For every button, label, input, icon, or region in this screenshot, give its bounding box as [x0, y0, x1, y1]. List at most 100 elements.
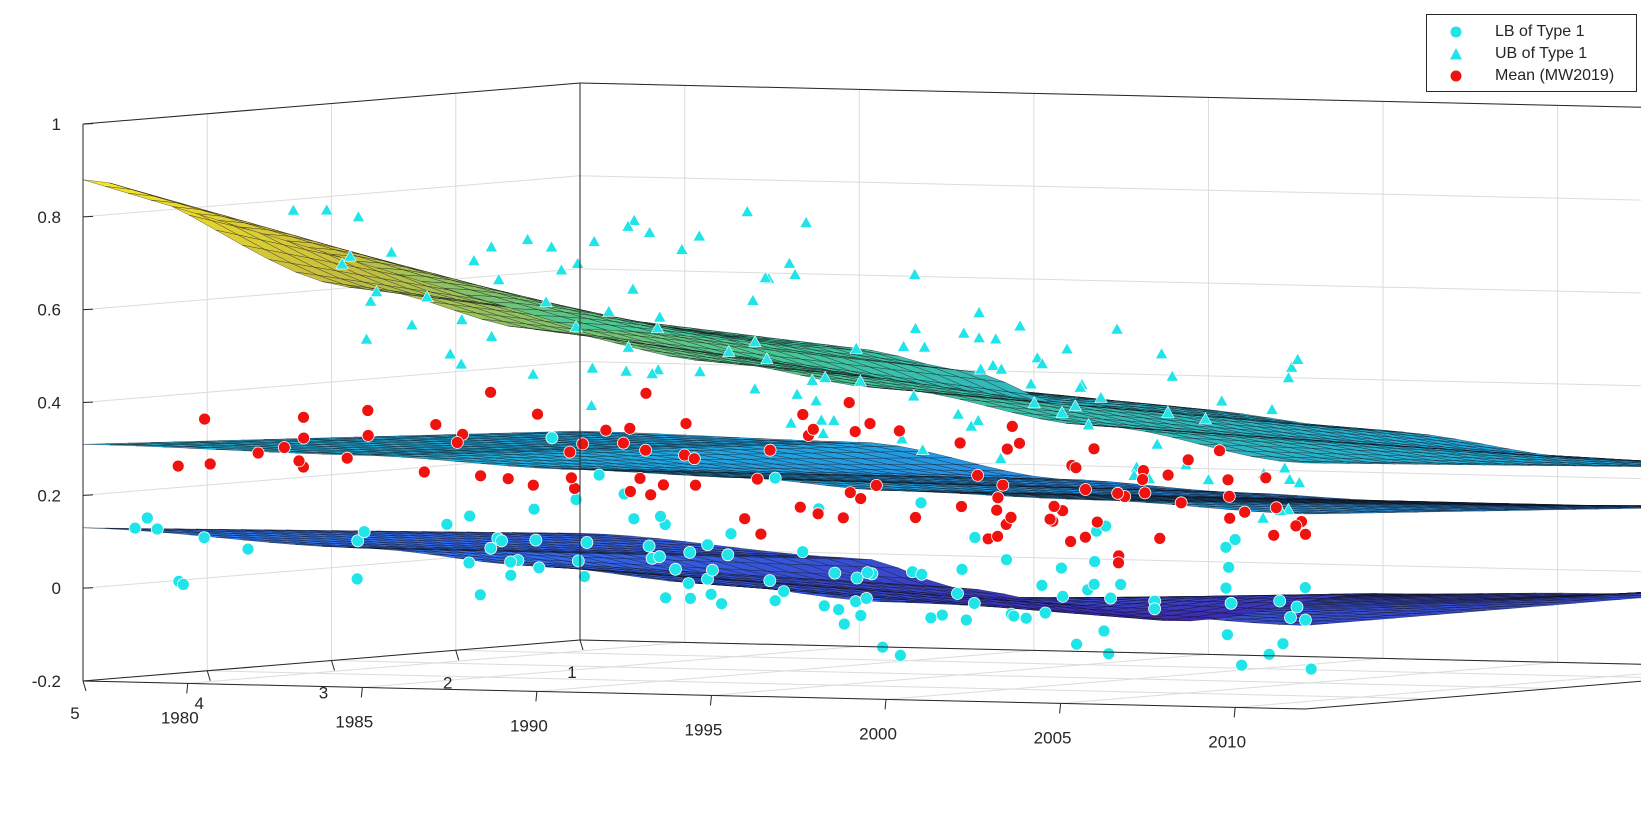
scatter-markers	[128, 203, 1318, 676]
ub-marker	[405, 318, 419, 331]
lb-marker	[504, 555, 518, 569]
ub-marker	[1013, 319, 1027, 332]
ub-marker	[569, 320, 583, 333]
mean-marker	[203, 457, 217, 471]
ub-marker	[653, 310, 667, 323]
ub-marker	[539, 295, 553, 308]
mean-marker	[991, 491, 1005, 505]
ub-marker	[454, 357, 468, 370]
lb-marker	[532, 561, 546, 575]
y-tick-label: 2	[443, 673, 452, 692]
x-tick	[360, 687, 363, 698]
lb-marker	[504, 568, 518, 582]
lb-marker	[967, 597, 981, 610]
mean-marker	[484, 385, 498, 399]
lb-marker	[1055, 561, 1068, 575]
lb-marker	[654, 510, 667, 523]
lb-marker	[706, 563, 719, 577]
lb-marker	[1087, 577, 1101, 591]
mean-marker	[1222, 489, 1236, 503]
lb-marker	[1070, 637, 1083, 651]
lb-marker	[241, 542, 255, 556]
lb-marker	[1097, 624, 1111, 638]
ub-marker	[1284, 360, 1299, 373]
x-tick	[186, 683, 189, 694]
lb-marker	[951, 587, 964, 600]
lb-marker	[1104, 591, 1117, 605]
ub-marker	[994, 362, 1009, 375]
ub-marker	[1165, 369, 1179, 382]
ub-marker	[1277, 461, 1292, 474]
mean-marker	[277, 441, 291, 454]
lb-marker	[935, 608, 949, 622]
grid-line-y-floor	[207, 670, 1430, 700]
x-tick-label: 1980	[161, 708, 199, 727]
axes-frame	[82, 82, 1641, 718]
mean-marker	[996, 478, 1010, 492]
mean-marker	[843, 486, 857, 500]
lb-marker	[669, 562, 682, 576]
lb-marker	[701, 538, 714, 552]
ub-marker	[816, 426, 830, 439]
mean-marker	[955, 500, 968, 513]
axis-line	[1304, 680, 1641, 710]
y-tick	[579, 639, 584, 651]
ub-marker	[951, 407, 965, 420]
mean-marker	[633, 471, 647, 485]
mean-marker	[531, 407, 544, 421]
ub-marker	[1292, 475, 1307, 488]
lb-marker	[817, 599, 831, 613]
mean-marker	[893, 424, 906, 438]
mean-marker	[501, 472, 515, 486]
lb-marker	[682, 577, 695, 590]
x-tick-label: 1995	[685, 720, 723, 739]
mean-marker	[763, 443, 777, 457]
lb-marker	[968, 531, 982, 544]
ub-marker	[790, 387, 804, 400]
mean-marker	[971, 468, 984, 482]
mean-marker	[1181, 453, 1195, 467]
mean-marker	[1000, 442, 1014, 456]
lb-marker	[860, 592, 873, 605]
ub-marker	[906, 389, 921, 402]
lb-marker	[627, 512, 641, 526]
mean-marker	[657, 478, 670, 492]
ub-marker	[1154, 347, 1169, 360]
mean-marker	[1136, 473, 1149, 486]
lb-marker	[715, 597, 728, 611]
mean-marker	[639, 386, 653, 400]
grid-line-y-floor	[455, 649, 1641, 678]
lb-marker	[854, 609, 868, 622]
mean-marker	[297, 431, 311, 445]
ub-marker	[492, 272, 506, 285]
surface-cell	[1635, 464, 1641, 465]
lb-marker	[704, 587, 718, 601]
lb-marker	[1219, 581, 1233, 595]
mean-marker	[576, 437, 589, 451]
ub-marker	[1198, 412, 1213, 425]
ub-marker	[351, 210, 366, 222]
x-tick-label: 2005	[1034, 728, 1072, 747]
mean-marker	[1213, 444, 1226, 458]
ub-marker	[319, 203, 334, 216]
red-circle-icon	[1450, 70, 1462, 82]
ub-marker	[818, 370, 832, 383]
mean-marker	[842, 396, 856, 410]
mean-marker	[565, 471, 578, 485]
cyan-circle-icon	[1450, 26, 1462, 38]
mean-marker	[1087, 442, 1101, 456]
ub-marker	[645, 366, 659, 379]
lb-marker	[1056, 590, 1070, 603]
grid-line-x-floor	[536, 649, 1034, 692]
legend-label-mean: Mean (MW2019)	[1495, 67, 1615, 84]
legend-label-ub: UB of Type 1	[1495, 45, 1588, 62]
lb-marker	[571, 554, 585, 568]
lb-marker	[724, 527, 738, 541]
lb-marker	[1290, 600, 1304, 614]
mean-marker	[909, 511, 922, 524]
ub-marker	[973, 362, 988, 375]
ub-marker	[986, 358, 1000, 371]
surface-middle	[82, 430, 1641, 515]
surface-cell	[1617, 595, 1641, 598]
